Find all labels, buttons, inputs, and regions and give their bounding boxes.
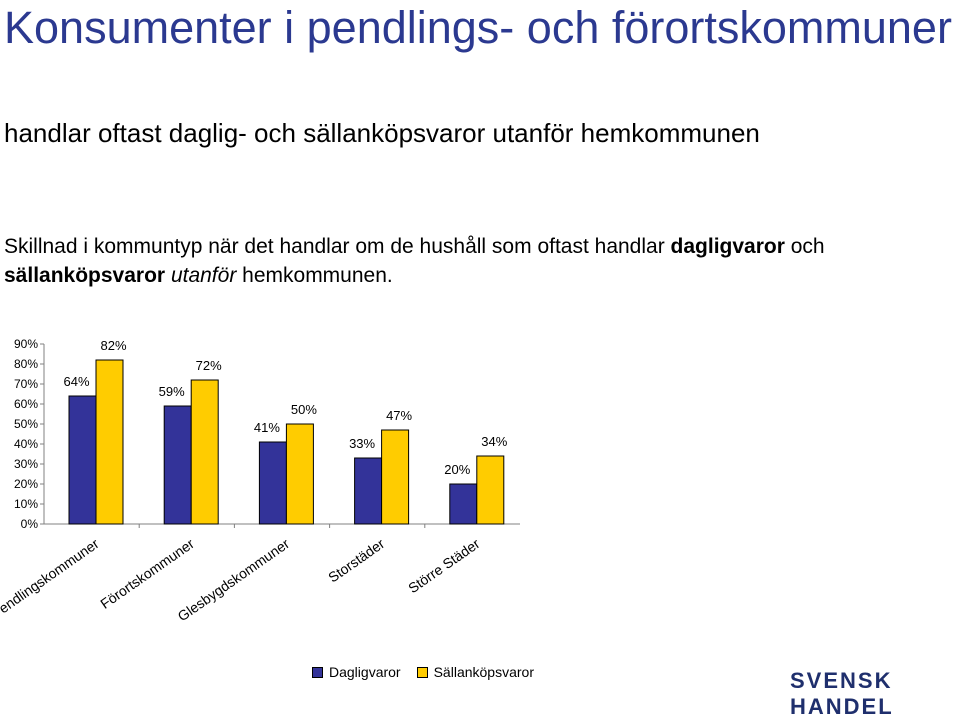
data-label-dagligvaror-3: 33%: [349, 436, 375, 451]
bar-dagligvaror-0: [68, 395, 97, 525]
desc-text-4: hemkommunen.: [236, 264, 393, 287]
bar-dagligvaror-2: [258, 441, 287, 525]
legend-label-sallankopsvaror: Sällanköpsvaror: [433, 664, 534, 680]
y-tick-label: 80%: [14, 357, 38, 371]
y-tick-label: 60%: [14, 397, 38, 411]
page-subtitle: handlar oftast daglig- och sällanköpsvar…: [4, 118, 760, 148]
legend-item-sallankopsvaror: Sällanköpsvaror: [416, 664, 534, 680]
data-label-dagligvaror-0: 64%: [63, 374, 89, 389]
y-tick-label: 70%: [14, 377, 38, 391]
data-label-dagligvaror-1: 59%: [159, 384, 185, 399]
chart-description: Skillnad i kommuntyp när det handlar om …: [4, 232, 944, 290]
bar-chart: 0% 10% 20% 30% 40% 50% 60% 70% 80% 90% 64% 82% Pendl…: [0, 337, 520, 624]
legend-item-dagligvaror: Dagligvaror: [312, 664, 401, 680]
desc-bold-sallankop: sällanköpsvaror: [4, 264, 166, 287]
x-category-label: Pendlingskommuner: [0, 535, 102, 622]
y-tick-label: 90%: [14, 337, 38, 351]
data-label-sällanköpsvaror-0: 82%: [100, 338, 126, 353]
data-label-sällanköpsvaror-2: 50%: [291, 402, 317, 417]
bar-sällanköpsvaror-3: [381, 429, 410, 525]
bar-sällanköpsvaror-4: [476, 455, 505, 525]
y-tick-label: 40%: [14, 437, 38, 451]
bar-dagligvaror-1: [163, 405, 192, 525]
bar-dagligvaror-3: [354, 457, 383, 525]
data-label-dagligvaror-4: 20%: [444, 462, 470, 477]
bar-sällanköpsvaror-0: [95, 359, 124, 525]
data-label-sällanköpsvaror-1: 72%: [196, 358, 222, 373]
bar-dagligvaror-4: [449, 483, 478, 525]
y-tick-label: 0%: [21, 517, 39, 531]
desc-text-1: Skillnad i kommuntyp när det handlar om …: [4, 235, 671, 258]
y-tick-label: 50%: [14, 417, 38, 431]
bar-sällanköpsvaror-1: [190, 379, 219, 525]
y-tick-label: 30%: [14, 457, 38, 471]
legend-swatch-sallankopsvaror: [416, 666, 428, 678]
desc-bold-dagligvaror: dagligvaror: [670, 235, 785, 258]
x-category-label: Större Städer: [405, 535, 483, 596]
data-label-sällanköpsvaror-4: 34%: [481, 434, 507, 449]
chart-legend: Dagligvaror Sällanköpsvaror: [312, 664, 550, 680]
desc-text-2: och: [784, 235, 825, 258]
data-label-sällanköpsvaror-3: 47%: [386, 408, 412, 423]
legend-swatch-dagligvaror: [312, 666, 323, 678]
x-category-label: Storstäder: [325, 535, 387, 585]
desc-italic-utanfor: utanför: [170, 264, 237, 287]
page-title: Konsumenter i pendlings- och förortskomm…: [4, 2, 952, 53]
y-tick-label: 10%: [14, 497, 38, 511]
svensk-handel-logo: SVENSK HANDEL: [790, 668, 894, 719]
bar-sällanköpsvaror-2: [285, 423, 314, 525]
data-label-dagligvaror-2: 41%: [254, 420, 280, 435]
x-category-label: Förortskommuner: [97, 535, 197, 612]
y-tick-label: 20%: [14, 477, 38, 491]
legend-label-dagligvaror: Dagligvaror: [329, 664, 401, 680]
